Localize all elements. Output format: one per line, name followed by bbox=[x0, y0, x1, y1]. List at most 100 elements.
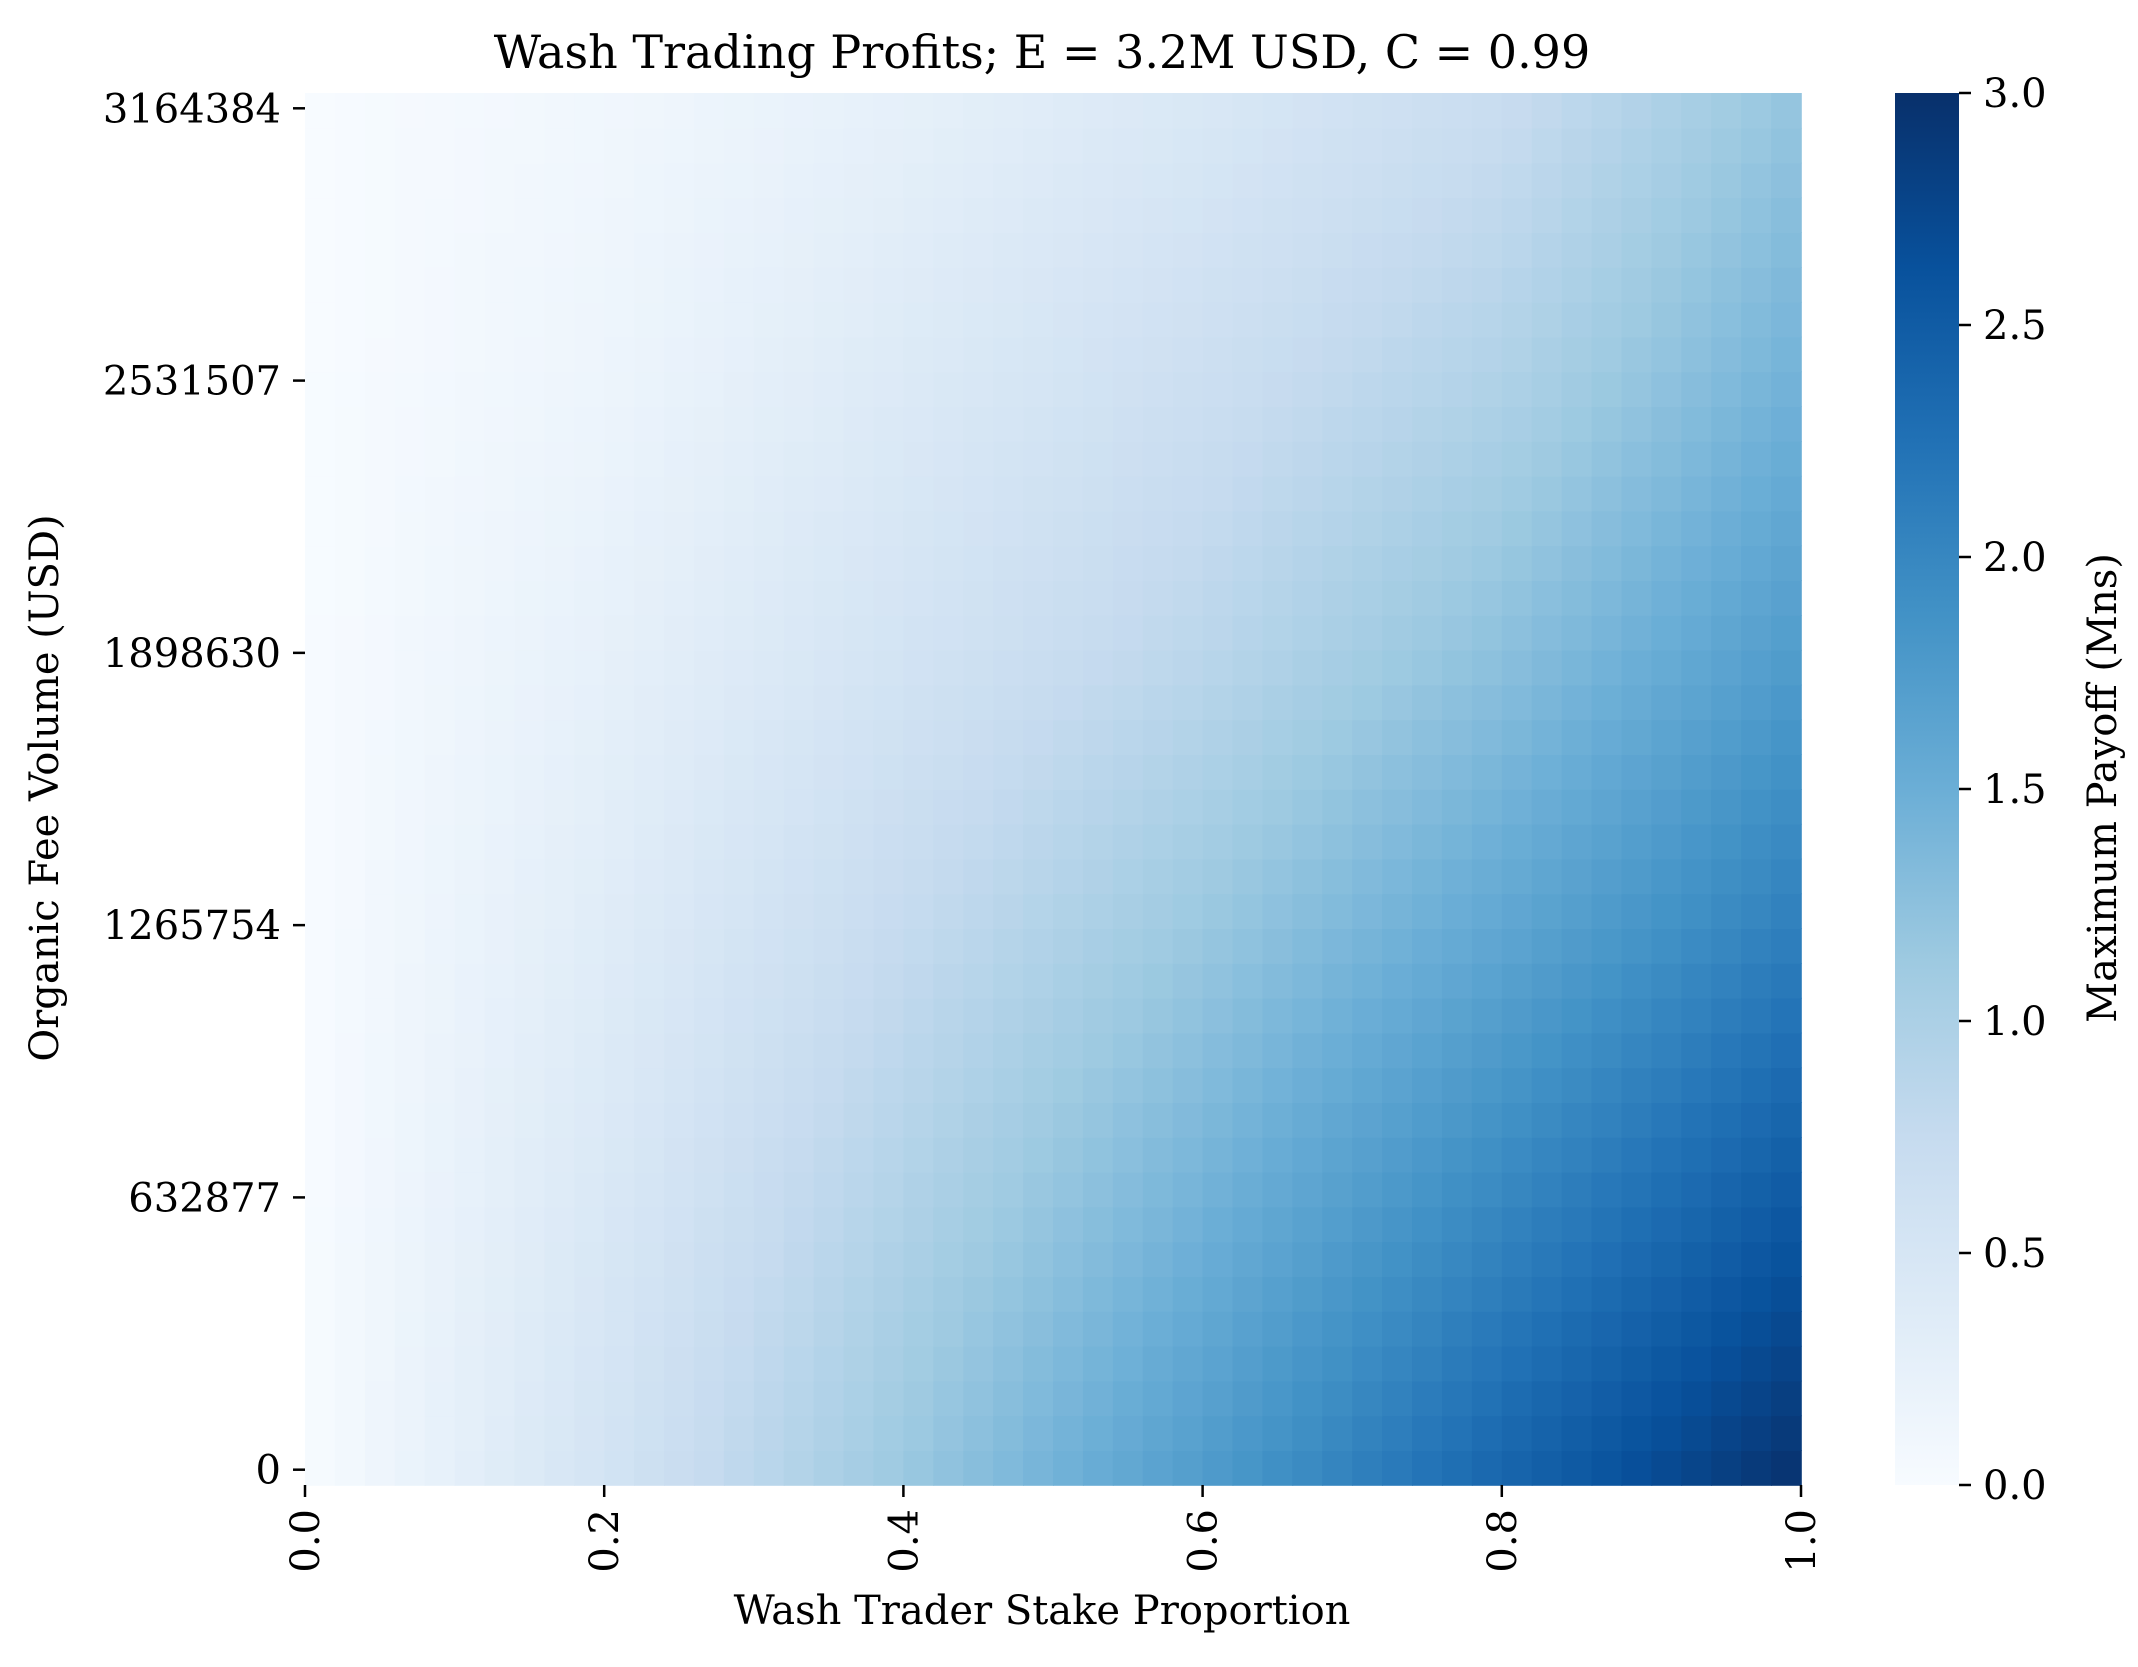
heatmap-cell bbox=[1142, 928, 1174, 964]
heatmap-cell bbox=[514, 789, 546, 825]
heatmap-cell bbox=[634, 162, 665, 199]
heatmap-cell bbox=[1711, 1137, 1742, 1173]
heatmap-cell bbox=[843, 301, 875, 338]
heatmap-cell bbox=[1053, 545, 1084, 581]
heatmap-cell bbox=[873, 1032, 905, 1069]
heatmap-cell bbox=[1531, 93, 1563, 129]
heatmap-cell bbox=[1352, 336, 1383, 373]
heatmap-cell bbox=[334, 997, 366, 1034]
heatmap-cell bbox=[364, 406, 396, 442]
heatmap-cell bbox=[1591, 441, 1623, 477]
heatmap-cell bbox=[1232, 823, 1264, 860]
heatmap-cell bbox=[903, 545, 935, 581]
heatmap-cell bbox=[1591, 1067, 1623, 1103]
heatmap-cell bbox=[1352, 997, 1383, 1034]
heatmap-cell bbox=[574, 1415, 605, 1451]
heatmap-cell bbox=[813, 684, 845, 721]
heatmap-cell bbox=[813, 371, 845, 407]
heatmap-cell bbox=[843, 545, 875, 581]
heatmap-cell bbox=[1232, 1032, 1264, 1069]
heatmap-cell bbox=[634, 1206, 665, 1243]
heatmap-cell bbox=[783, 963, 815, 999]
heatmap-cell bbox=[364, 510, 396, 547]
heatmap-cell bbox=[813, 1137, 845, 1173]
heatmap-cell bbox=[544, 928, 576, 964]
heatmap-cell bbox=[394, 1171, 426, 1208]
heatmap-cell bbox=[1741, 1171, 1772, 1208]
heatmap-cell bbox=[903, 1450, 935, 1486]
heatmap-cell bbox=[1262, 510, 1294, 547]
heatmap-cell bbox=[1621, 441, 1653, 477]
heatmap-cell bbox=[484, 406, 516, 442]
heatmap-cell bbox=[364, 928, 396, 964]
heatmap-cell bbox=[1561, 441, 1593, 477]
heatmap-cell bbox=[1232, 267, 1264, 303]
heatmap-cell bbox=[1382, 1241, 1413, 1277]
heatmap-cell bbox=[364, 789, 396, 825]
heatmap-cell bbox=[394, 1241, 426, 1277]
heatmap-cell bbox=[1561, 580, 1593, 616]
heatmap-cell bbox=[1322, 615, 1353, 651]
heatmap-cell bbox=[424, 684, 456, 721]
heatmap-cell bbox=[1352, 649, 1383, 686]
heatmap-cell bbox=[843, 1137, 875, 1173]
heatmap-cell bbox=[334, 162, 366, 199]
x-axis-label: Wash Trader Stake Proportion bbox=[734, 1588, 1351, 1634]
heatmap-cell bbox=[993, 858, 1024, 895]
heatmap-cell bbox=[813, 475, 845, 512]
heatmap-cell bbox=[1471, 719, 1503, 755]
heatmap-cell bbox=[993, 267, 1024, 303]
heatmap-cell bbox=[1142, 684, 1174, 721]
heatmap-cell bbox=[843, 997, 875, 1034]
heatmap-cell bbox=[1262, 1276, 1294, 1312]
heatmap-cell bbox=[664, 1415, 695, 1451]
heatmap-cell bbox=[454, 1380, 486, 1417]
heatmap-cell bbox=[1501, 754, 1533, 790]
heatmap-cell bbox=[484, 580, 516, 616]
heatmap-cell bbox=[1172, 441, 1204, 477]
heatmap-cell bbox=[933, 545, 965, 581]
heatmap-cell bbox=[933, 267, 965, 303]
heatmap-cell bbox=[903, 963, 935, 999]
heatmap-cell bbox=[1053, 997, 1084, 1034]
heatmap-cell bbox=[514, 1345, 546, 1382]
heatmap-cell bbox=[514, 684, 546, 721]
heatmap-cell bbox=[1082, 615, 1114, 651]
heatmap-cell bbox=[753, 580, 785, 616]
heatmap-cell bbox=[514, 649, 546, 686]
heatmap-cell bbox=[454, 301, 486, 338]
heatmap-cell bbox=[1262, 1102, 1294, 1138]
heatmap-cell bbox=[1501, 162, 1533, 199]
heatmap-cell bbox=[783, 754, 815, 790]
heatmap-cell bbox=[1172, 963, 1204, 999]
heatmap-cell bbox=[1322, 649, 1353, 686]
heatmap-cell bbox=[1531, 928, 1563, 964]
heatmap-cell bbox=[1441, 301, 1473, 338]
heatmap-cell bbox=[1262, 893, 1294, 929]
heatmap-cell bbox=[1621, 1171, 1653, 1208]
heatmap-cell bbox=[843, 789, 875, 825]
heatmap-cell bbox=[1412, 997, 1443, 1034]
heatmap-cell bbox=[813, 127, 845, 164]
heatmap-cell bbox=[1202, 823, 1234, 860]
heatmap-cell bbox=[1142, 475, 1174, 512]
heatmap-cell bbox=[305, 510, 336, 547]
heatmap-cell bbox=[723, 858, 755, 895]
heatmap-cell bbox=[693, 823, 725, 860]
heatmap-cell bbox=[634, 441, 665, 477]
heatmap-cell bbox=[1082, 162, 1114, 199]
heatmap-cell bbox=[1053, 162, 1084, 199]
heatmap-cell bbox=[1322, 754, 1353, 790]
heatmap-cell bbox=[1202, 1137, 1234, 1173]
heatmap-cell bbox=[1441, 93, 1473, 129]
heatmap-cell bbox=[514, 162, 546, 199]
heatmap-cell bbox=[1471, 336, 1503, 373]
colorbar-gradient bbox=[1895, 93, 1959, 1485]
heatmap-cell bbox=[1771, 789, 1802, 825]
heatmap-cell bbox=[1441, 441, 1473, 477]
heatmap-cell bbox=[454, 858, 486, 895]
heatmap-cell bbox=[843, 1102, 875, 1138]
heatmap-cell bbox=[1621, 197, 1653, 233]
heatmap-cell bbox=[993, 1137, 1024, 1173]
heatmap-cell bbox=[783, 441, 815, 477]
